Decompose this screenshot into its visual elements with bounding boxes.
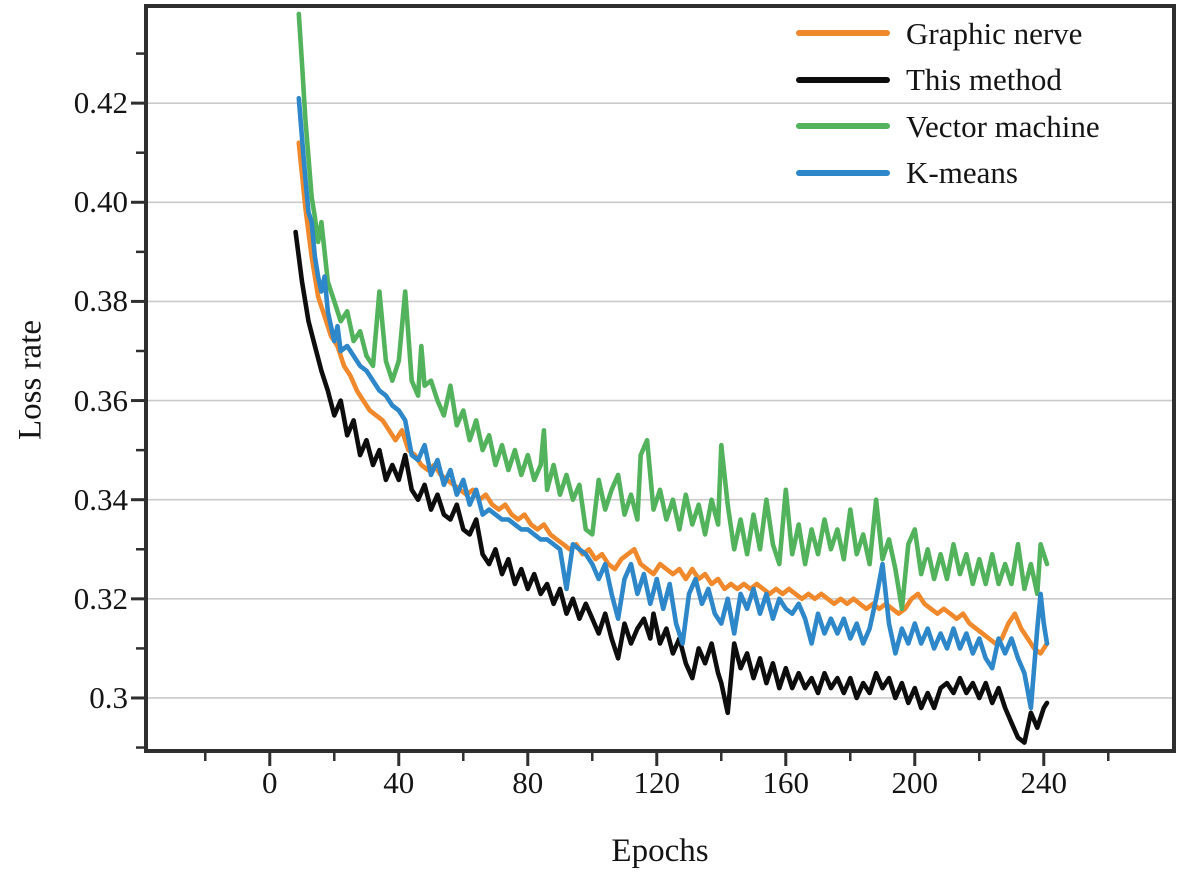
axes-frame [144, 4, 1176, 753]
legend-line-swatch-orange [796, 30, 890, 37]
legend-line-swatch-blue [796, 169, 890, 176]
y-tick-label: 0.3 [89, 679, 128, 715]
legend: Graphic nerve This method Vector machine… [796, 10, 1100, 196]
x-tick-label: 240 [1020, 765, 1068, 800]
x-tick-label: 80 [512, 765, 544, 800]
y-axis-title: Loss rate [12, 319, 49, 441]
y-tick-label: 0.34 [73, 481, 128, 517]
legend-label: Graphic nerve [906, 15, 1083, 51]
y-tick-label: 0.32 [73, 580, 128, 616]
legend-label: K-means [906, 155, 1018, 191]
series-line-graphic-nerve [296, 140, 1050, 656]
legend-label: Vector machine [906, 108, 1100, 144]
x-tick-label: 120 [633, 765, 681, 800]
y-tick-label: 0.42 [73, 85, 128, 121]
legend-item-this-method: This method [796, 57, 1100, 104]
y-tick-label: 0.36 [73, 382, 128, 418]
series-line-k-means [296, 95, 1050, 711]
x-tick-label: 160 [762, 765, 810, 800]
x-tick-label: 0 [262, 765, 278, 800]
series-line-this-method [293, 229, 1050, 745]
legend-item-k-means: K-means [796, 150, 1100, 197]
x-axis-title: Epochs [611, 833, 709, 869]
y-tick-label: 0.38 [73, 283, 128, 319]
legend-item-graphic-nerve: Graphic nerve [796, 10, 1100, 57]
x-tick-label: 200 [891, 765, 939, 800]
series-line-vector-machine [296, 11, 1050, 612]
legend-line-swatch-green [796, 123, 890, 130]
legend-line-swatch-black [796, 76, 890, 83]
legend-label: This method [906, 62, 1062, 98]
x-tick-label: 40 [383, 765, 415, 800]
y-tick-label: 0.40 [73, 184, 128, 220]
legend-item-vector-machine: Vector machine [796, 103, 1100, 150]
